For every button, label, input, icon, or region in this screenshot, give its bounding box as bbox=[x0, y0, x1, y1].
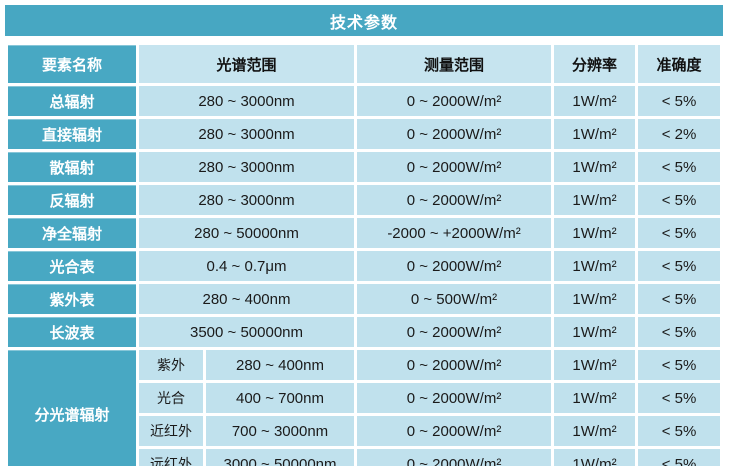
table-row: 散辐射 280 ~ 3000nm 0 ~ 2000W/m² 1W/m² < 5% bbox=[8, 152, 721, 182]
measure-range-cell: -2000 ~ +2000W/m² bbox=[357, 218, 552, 248]
measure-range-cell: 0 ~ 2000W/m² bbox=[357, 350, 552, 380]
row-label: 直接辐射 bbox=[8, 119, 136, 149]
measure-range-cell: 0 ~ 2000W/m² bbox=[357, 185, 552, 215]
row-label: 总辐射 bbox=[8, 86, 136, 116]
accuracy-cell: < 5% bbox=[638, 185, 721, 215]
table-row: 近红外 700 ~ 3000nm 0 ~ 2000W/m² 1W/m² < 5% bbox=[8, 416, 721, 446]
resolution-cell: 1W/m² bbox=[554, 152, 636, 182]
header-accuracy: 准确度 bbox=[638, 45, 721, 83]
measure-range-cell: 0 ~ 2000W/m² bbox=[357, 449, 552, 466]
table-row: 反辐射 280 ~ 3000nm 0 ~ 2000W/m² 1W/m² < 5% bbox=[8, 185, 721, 215]
spectral-range-cell: 3500 ~ 50000nm bbox=[139, 317, 355, 347]
table-row: 远红外 3000 ~ 50000nm 0 ~ 2000W/m² 1W/m² < … bbox=[8, 449, 721, 466]
row-label: 光合表 bbox=[8, 251, 136, 281]
spectral-range-cell: 280 ~ 50000nm bbox=[139, 218, 355, 248]
spectral-range-cell: 280 ~ 3000nm bbox=[139, 152, 355, 182]
table-title-bar: 技术参数 bbox=[5, 5, 723, 36]
resolution-cell: 1W/m² bbox=[554, 251, 636, 281]
spectral-range-cell: 280 ~ 400nm bbox=[139, 284, 355, 314]
sub-type-cell: 近红外 bbox=[139, 416, 203, 446]
table-row: 长波表 3500 ~ 50000nm 0 ~ 2000W/m² 1W/m² < … bbox=[8, 317, 721, 347]
accuracy-cell: < 5% bbox=[638, 416, 721, 446]
measure-range-cell: 0 ~ 2000W/m² bbox=[357, 251, 552, 281]
table-row: 总辐射 280 ~ 3000nm 0 ~ 2000W/m² 1W/m² < 5% bbox=[8, 86, 721, 116]
table-row: 光合表 0.4 ~ 0.7μm 0 ~ 2000W/m² 1W/m² < 5% bbox=[8, 251, 721, 281]
resolution-cell: 1W/m² bbox=[554, 185, 636, 215]
measure-range-cell: 0 ~ 2000W/m² bbox=[357, 86, 552, 116]
resolution-cell: 1W/m² bbox=[554, 317, 636, 347]
accuracy-cell: < 5% bbox=[638, 251, 721, 281]
measure-range-cell: 0 ~ 2000W/m² bbox=[357, 317, 552, 347]
resolution-cell: 1W/m² bbox=[554, 449, 636, 466]
accuracy-cell: < 5% bbox=[638, 449, 721, 466]
spectral-range-cell: 700 ~ 3000nm bbox=[206, 416, 355, 446]
spectral-range-cell: 280 ~ 3000nm bbox=[139, 119, 355, 149]
group-label: 分光谱辐射 bbox=[8, 350, 136, 466]
header-resolution: 分辨率 bbox=[554, 45, 636, 83]
accuracy-cell: < 5% bbox=[638, 317, 721, 347]
measure-range-cell: 0 ~ 500W/m² bbox=[357, 284, 552, 314]
spectral-range-cell: 280 ~ 3000nm bbox=[139, 185, 355, 215]
spectral-range-cell: 0.4 ~ 0.7μm bbox=[139, 251, 355, 281]
header-row: 要素名称 光谱范围 测量范围 分辨率 准确度 bbox=[8, 45, 721, 83]
resolution-cell: 1W/m² bbox=[554, 86, 636, 116]
resolution-cell: 1W/m² bbox=[554, 218, 636, 248]
resolution-cell: 1W/m² bbox=[554, 416, 636, 446]
spectral-range-cell: 280 ~ 400nm bbox=[206, 350, 355, 380]
table-row: 光合 400 ~ 700nm 0 ~ 2000W/m² 1W/m² < 5% bbox=[8, 383, 721, 413]
resolution-cell: 1W/m² bbox=[554, 350, 636, 380]
sub-type-cell: 光合 bbox=[139, 383, 203, 413]
accuracy-cell: < 2% bbox=[638, 119, 721, 149]
row-label: 净全辐射 bbox=[8, 218, 136, 248]
accuracy-cell: < 5% bbox=[638, 86, 721, 116]
header-measure-range: 测量范围 bbox=[357, 45, 552, 83]
table-row: 直接辐射 280 ~ 3000nm 0 ~ 2000W/m² 1W/m² < 2… bbox=[8, 119, 721, 149]
resolution-cell: 1W/m² bbox=[554, 284, 636, 314]
sub-type-cell: 紫外 bbox=[139, 350, 203, 380]
table-row: 净全辐射 280 ~ 50000nm -2000 ~ +2000W/m² 1W/… bbox=[8, 218, 721, 248]
resolution-cell: 1W/m² bbox=[554, 383, 636, 413]
row-label: 反辐射 bbox=[8, 185, 136, 215]
measure-range-cell: 0 ~ 2000W/m² bbox=[357, 152, 552, 182]
sub-type-cell: 远红外 bbox=[139, 449, 203, 466]
spec-table: 要素名称 光谱范围 测量范围 分辨率 准确度 总辐射 280 ~ 3000nm … bbox=[5, 42, 723, 466]
row-label: 长波表 bbox=[8, 317, 136, 347]
measure-range-cell: 0 ~ 2000W/m² bbox=[357, 416, 552, 446]
measure-range-cell: 0 ~ 2000W/m² bbox=[357, 119, 552, 149]
accuracy-cell: < 5% bbox=[638, 152, 721, 182]
measure-range-cell: 0 ~ 2000W/m² bbox=[357, 383, 552, 413]
table-row: 分光谱辐射 紫外 280 ~ 400nm 0 ~ 2000W/m² 1W/m² … bbox=[8, 350, 721, 466]
table-row: 紫外表 280 ~ 400nm 0 ~ 500W/m² 1W/m² < 5% bbox=[8, 284, 721, 314]
accuracy-cell: < 5% bbox=[638, 383, 721, 413]
accuracy-cell: < 5% bbox=[638, 350, 721, 380]
spectral-range-cell: 400 ~ 700nm bbox=[206, 383, 355, 413]
resolution-cell: 1W/m² bbox=[554, 119, 636, 149]
row-label: 散辐射 bbox=[8, 152, 136, 182]
spectral-range-cell: 280 ~ 3000nm bbox=[139, 86, 355, 116]
spectral-range-cell: 3000 ~ 50000nm bbox=[206, 449, 355, 466]
table-title: 技术参数 bbox=[329, 14, 398, 32]
row-label: 紫外表 bbox=[8, 284, 136, 314]
header-spectral-range: 光谱范围 bbox=[139, 45, 355, 83]
accuracy-cell: < 5% bbox=[638, 218, 721, 248]
accuracy-cell: < 5% bbox=[638, 284, 721, 314]
header-element-name: 要素名称 bbox=[8, 45, 136, 83]
